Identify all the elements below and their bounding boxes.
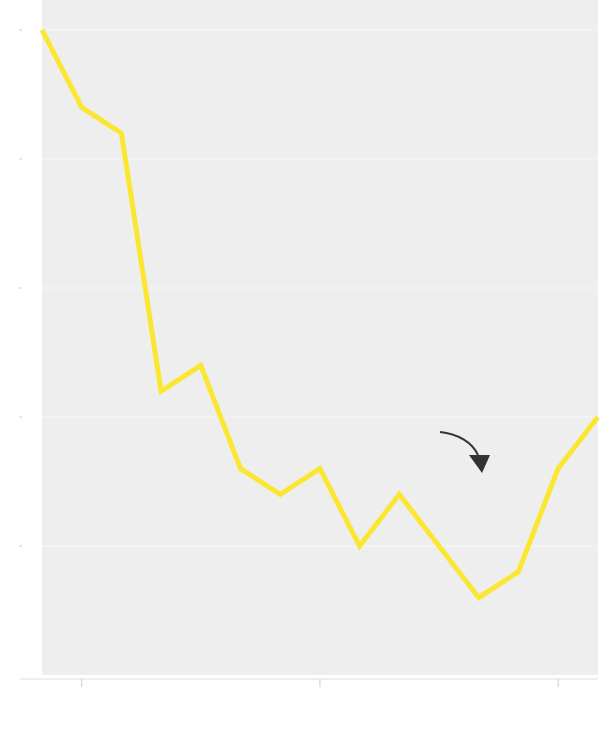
gridlines bbox=[19, 29, 598, 547]
series-line bbox=[39, 28, 600, 601]
series-layer bbox=[39, 28, 600, 601]
annotation-layer bbox=[439, 431, 490, 473]
annotation-arrowhead bbox=[469, 455, 490, 473]
annotation-arrow bbox=[439, 431, 479, 456]
plot-background bbox=[42, 0, 598, 675]
x-axis bbox=[20, 678, 598, 687]
